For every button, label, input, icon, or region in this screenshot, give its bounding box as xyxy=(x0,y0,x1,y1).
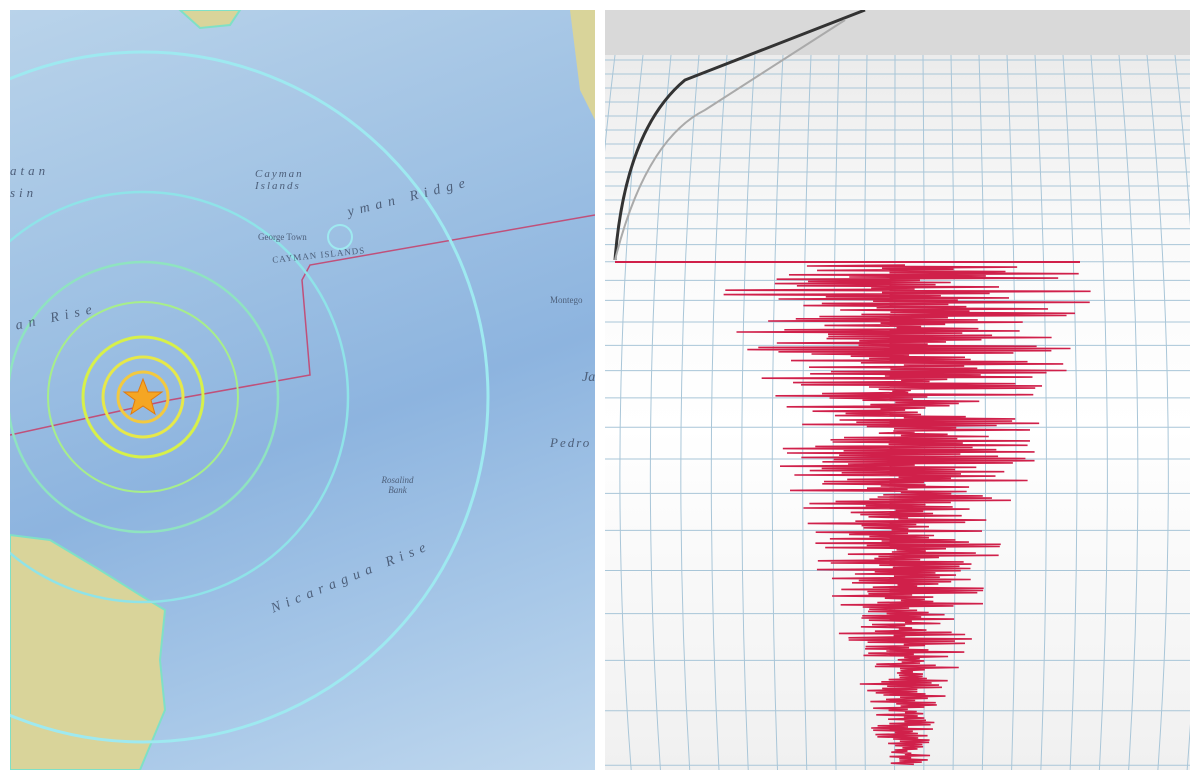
seismic-trace-line xyxy=(723,264,1091,766)
grid-line-vertical xyxy=(1034,54,1047,770)
label-cayman-islands: Cayman Islands xyxy=(255,168,304,192)
stylus-arm-2 xyxy=(614,19,846,261)
label-george-town: George Town xyxy=(258,232,307,242)
grid-line-vertical xyxy=(741,54,756,770)
map-graphics xyxy=(10,10,595,770)
star-icon xyxy=(122,377,164,416)
grid-line-vertical xyxy=(922,54,926,770)
grid-line-vertical xyxy=(1118,54,1139,770)
label-montego: Montego xyxy=(550,295,583,305)
label-pedro: Pedro xyxy=(550,435,592,450)
label-ja: Ja xyxy=(582,370,595,385)
grid-line-vertical xyxy=(950,54,956,770)
drum-top xyxy=(605,10,1190,55)
fault-line xyxy=(10,214,595,436)
island-ring xyxy=(327,224,353,250)
grid-line-vertical xyxy=(619,54,644,770)
seismic-trace xyxy=(723,264,1091,766)
grid-line-vertical xyxy=(832,54,840,770)
label-rosalind-bank: Rosalind Bank xyxy=(381,475,414,495)
grid-line-vertical xyxy=(771,54,784,770)
seismograph-photo xyxy=(605,10,1190,770)
grid-line-vertical xyxy=(1062,54,1078,770)
grid-line-vertical xyxy=(1090,54,1108,770)
land-jamaica xyxy=(570,10,595,120)
grid-line-vertical xyxy=(1146,54,1169,770)
land-cuba xyxy=(178,10,242,30)
grid-line-vertical xyxy=(802,54,812,770)
earthquake-map: atan sin Cayman Islands yman Ridge Georg… xyxy=(10,10,595,770)
grid-line-vertical xyxy=(649,54,672,770)
grid-line-vertical xyxy=(605,54,616,153)
seismograph-graphics xyxy=(605,10,1190,770)
land-honduras xyxy=(10,533,167,770)
grid-line-vertical xyxy=(1174,54,1190,770)
grid-line-vertical xyxy=(1006,54,1017,770)
grid-line-vertical xyxy=(978,54,987,770)
grid-line-vertical xyxy=(710,54,728,770)
label-yucatan-basin: atan sin xyxy=(10,163,50,200)
stylus-arm-1 xyxy=(613,10,866,261)
intensity-rings xyxy=(10,50,490,744)
grid-line-vertical xyxy=(680,54,700,770)
